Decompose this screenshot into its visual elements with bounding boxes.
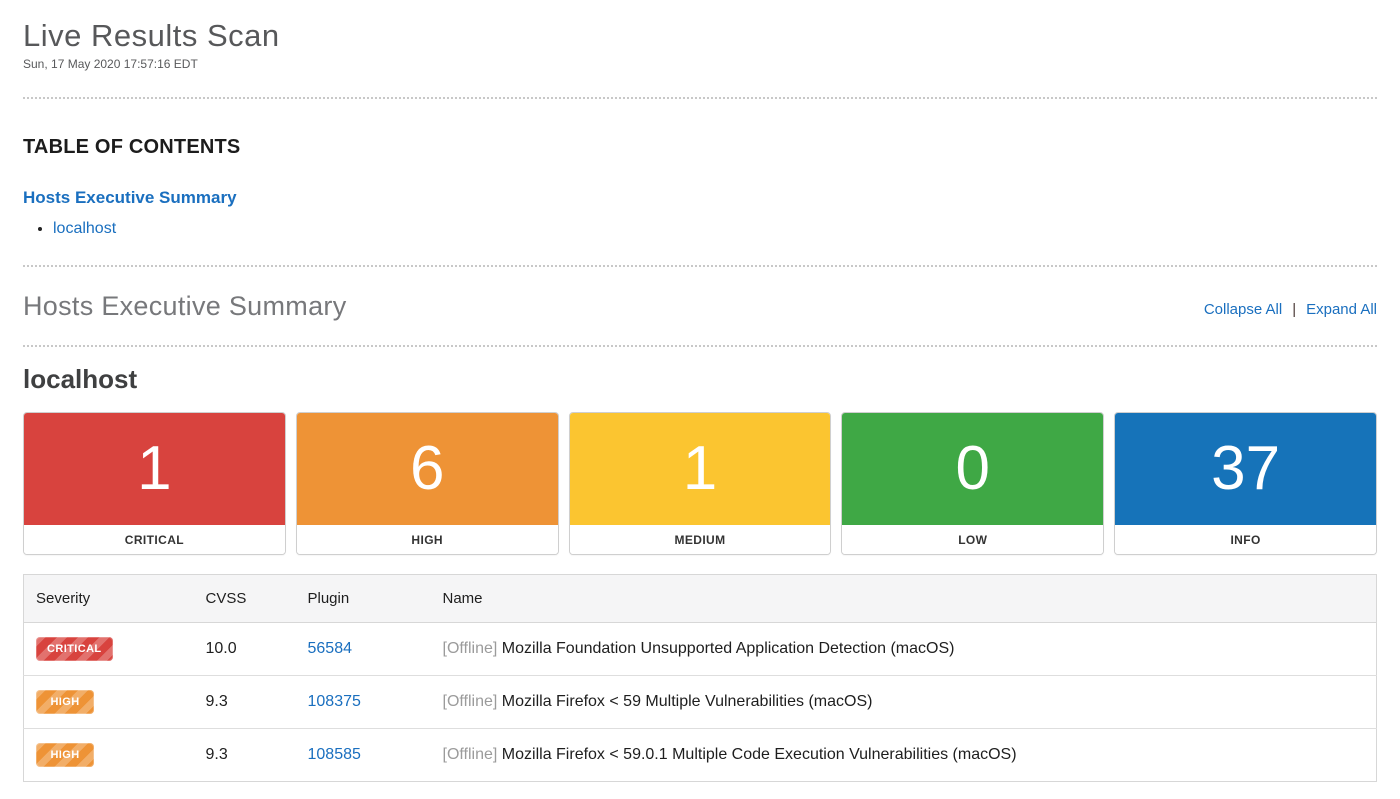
vuln-name: [Offline] Mozilla Firefox < 59.0.1 Multi… (430, 728, 1377, 782)
critical-count: 1 (24, 413, 285, 525)
table-header-row: Severity CVSS Plugin Name (23, 574, 1377, 623)
info-label: INFO (1115, 525, 1376, 554)
column-header-name: Name (430, 574, 1377, 623)
dotted-divider (23, 97, 1377, 99)
toc-section-link[interactable]: Hosts Executive Summary (23, 188, 237, 207)
medium-count: 1 (569, 413, 831, 525)
summary-section-header: Hosts Executive Summary Collapse All | Exp… (23, 291, 1377, 322)
collapse-all-link[interactable]: Collapse All (1203, 301, 1283, 318)
offline-status-tag: [Offline] (442, 640, 498, 657)
offline-status-tag: [Offline] (442, 693, 498, 710)
severity-card-high: 6 HIGH (295, 412, 559, 555)
table-row: HIGH 9.3 108375 [Offline] Mozilla Firefo… (23, 675, 1377, 729)
report-page: Live Results Scan Sun, 17 May 2020 17:57… (0, 18, 1400, 782)
section-links: Collapse All | Expand All (1204, 301, 1377, 322)
severity-card-low: 0 LOW (841, 412, 1105, 555)
column-header-cvss: CVSS (193, 574, 296, 623)
dotted-divider (23, 265, 1377, 267)
toc-heading: TABLE OF CONTENTS (23, 136, 241, 158)
cvss-value: 9.3 (193, 728, 296, 782)
offline-status-tag: [Offline] (442, 746, 498, 763)
links-separator: | (1292, 301, 1297, 318)
high-count: 6 (296, 413, 558, 525)
plugin-link[interactable]: 108585 (307, 746, 361, 763)
toc-host-list: localhost (23, 220, 1377, 238)
high-label: HIGH (296, 525, 558, 554)
expand-all-link[interactable]: Expand All (1306, 301, 1377, 318)
toc-host-link-localhost[interactable]: localhost (53, 220, 117, 237)
page-title: Live Results Scan (23, 18, 280, 53)
list-item: localhost (53, 220, 1377, 238)
cvss-value: 10.0 (193, 622, 296, 676)
cvss-value: 9.3 (193, 675, 296, 729)
vuln-name-text: Mozilla Firefox < 59.0.1 Multiple Code E… (501, 746, 1017, 763)
severity-card-medium: 1 MEDIUM (568, 412, 832, 555)
table-row: HIGH 9.3 108585 [Offline] Mozilla Firefo… (23, 728, 1377, 782)
vuln-name: [Offline] Mozilla Firefox < 59 Multiple … (430, 675, 1377, 729)
low-label: LOW (842, 525, 1104, 554)
vuln-name-text: Mozilla Firefox < 59 Multiple Vulnerabil… (501, 693, 873, 710)
severity-card-critical: 1 CRITICAL (23, 412, 286, 555)
host-heading: localhost (23, 364, 138, 394)
vuln-name-text: Mozilla Foundation Unsupported Applicati… (501, 640, 955, 657)
severity-badge: CRITICAL (36, 637, 113, 661)
severity-card-info: 37 INFO (1114, 412, 1377, 555)
plugin-link[interactable]: 108375 (307, 693, 361, 710)
severity-badge: HIGH (36, 690, 94, 714)
medium-label: MEDIUM (569, 525, 831, 554)
scan-timestamp: Sun, 17 May 2020 17:57:16 EDT (23, 57, 198, 71)
vulnerability-table: Severity CVSS Plugin Name CRITICAL 10.0 … (23, 574, 1377, 782)
severity-badge: HIGH (36, 743, 94, 767)
vuln-name: [Offline] Mozilla Foundation Unsupported… (430, 622, 1377, 676)
section-heading: Hosts Executive Summary (23, 291, 347, 321)
critical-label: CRITICAL (24, 525, 285, 554)
info-count: 37 (1115, 413, 1376, 525)
severity-summary-cards: 1 CRITICAL 6 HIGH 1 MEDIUM 0 LOW 37 INFO (23, 412, 1377, 555)
table-row: CRITICAL 10.0 56584 [Offline] Mozilla Fo… (23, 622, 1377, 676)
plugin-link[interactable]: 56584 (307, 640, 353, 657)
dotted-divider (23, 345, 1377, 347)
column-header-severity: Severity (23, 574, 194, 623)
column-header-plugin: Plugin (295, 574, 431, 623)
low-count: 0 (842, 413, 1104, 525)
